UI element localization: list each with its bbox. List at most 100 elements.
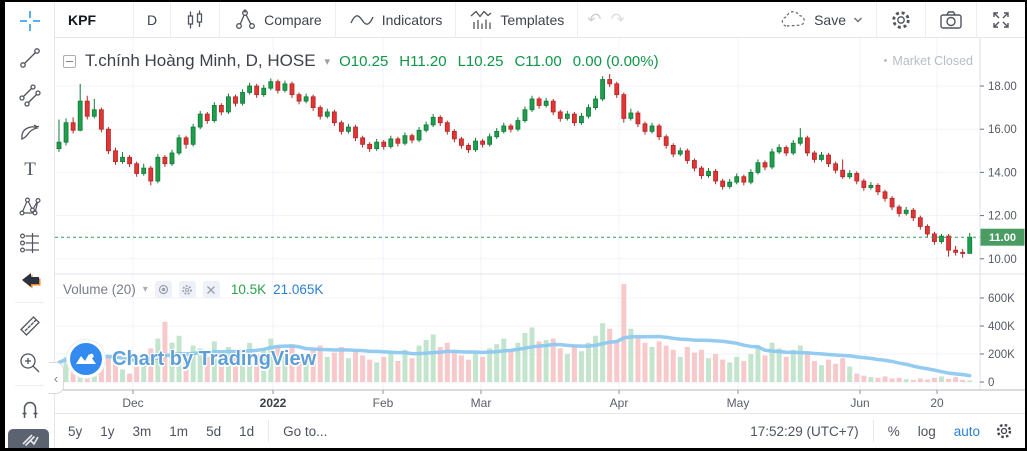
candlestick-style-icon — [184, 9, 206, 31]
price-tick-label: 16.00 — [988, 124, 1017, 136]
volume-settings-button[interactable] — [178, 281, 196, 298]
compare-icon — [233, 8, 257, 32]
volume-tick-label: 200K — [988, 349, 1015, 361]
ohlc-value: 0.00 (0.00%) — [572, 52, 659, 70]
settings-button[interactable] — [877, 2, 925, 38]
svg-text:T: T — [24, 159, 36, 180]
range-button-5y[interactable]: 5y — [68, 423, 83, 439]
legend-caret-icon[interactable]: ▾ — [324, 55, 331, 68]
time-tick-label[interactable]: Dec — [122, 396, 143, 410]
volume-legend: Volume (20) ▾ 10.5K 21.065K — [63, 281, 323, 298]
object-tree-back-button[interactable] — [5, 261, 55, 298]
volume-tick-label: 400K — [988, 321, 1015, 333]
cloud-save-icon — [779, 10, 807, 30]
time-tick-label[interactable]: May — [727, 396, 750, 410]
compare-button[interactable]: Compare — [220, 2, 335, 38]
symbol-search-button[interactable]: KPF — [55, 2, 133, 38]
chart-legend: T.chính Hoàng Minh, D, HOSE ▾ O10.25 H11.… — [63, 51, 659, 71]
toolbar-separator — [170, 2, 172, 38]
templates-icon — [469, 8, 493, 32]
chart-style-button[interactable] — [171, 2, 219, 38]
ohlc-value: H11.20 — [399, 52, 447, 70]
toolbar-separator — [925, 2, 926, 38]
log-scale-button[interactable]: log — [917, 423, 936, 439]
undo-icon: ↶ — [587, 9, 602, 29]
parallel-channel-tool-button[interactable] — [5, 76, 55, 113]
drawing-panel-toggle-button[interactable] — [8, 429, 49, 448]
price-tick-label: 10.00 — [988, 254, 1017, 266]
templates-button[interactable]: Templates — [456, 2, 577, 38]
range-button-1d[interactable]: 1d — [239, 423, 255, 439]
crosshair-tool-button[interactable] — [5, 2, 55, 39]
time-tick-label[interactable]: Mar — [471, 396, 492, 410]
screenshot-button[interactable] — [926, 2, 976, 38]
fullscreen-button[interactable] — [977, 2, 1025, 38]
xabcd-pattern-tool-button[interactable] — [5, 187, 55, 224]
price-tick-label: 14.00 — [988, 167, 1017, 179]
forecast-tool-button[interactable] — [5, 224, 55, 261]
legend-title[interactable]: T.chính Hoàng Minh, D, HOSE — [85, 51, 316, 70]
status-dot-icon: • — [883, 55, 888, 67]
toolbar-separator — [577, 2, 579, 38]
market-status-label: Market Closed — [892, 54, 973, 68]
toolbar-separator — [876, 2, 877, 38]
price-volume-chart[interactable]: 18.00 16.00 14.00 12.00 10.00 11.00 600K 400K 20… — [55, 38, 1025, 413]
tradingview-watermark[interactable]: Chart by TradingView — [67, 340, 316, 378]
market-status: • Market Closed — [884, 54, 973, 68]
magnet-tool-button[interactable] — [5, 390, 55, 427]
ohlc-value: L10.25 — [457, 52, 504, 70]
time-tick-label[interactable]: Jun — [850, 396, 869, 410]
price-tick-label: 18.00 — [988, 81, 1017, 93]
volume-remove-button[interactable] — [202, 281, 220, 298]
legend-collapse-icon[interactable] — [63, 54, 76, 68]
volume-tick-label: 600K — [988, 293, 1015, 305]
time-tick-label[interactable]: 2022 — [260, 396, 287, 410]
range-button-5d[interactable]: 5d — [206, 423, 222, 439]
zoom-in-tool-button[interactable] — [5, 344, 55, 381]
toolbar-separator — [455, 2, 457, 38]
volume-bars — [56, 284, 973, 382]
volume-visibility-button[interactable] — [154, 281, 172, 298]
toolbar-separator — [976, 2, 977, 38]
toolbar-divider — [15, 385, 44, 386]
volume-label[interactable]: Volume (20) — [63, 282, 136, 297]
time-tick-label[interactable]: Feb — [373, 396, 394, 410]
redo-button[interactable]: ↷ — [610, 2, 633, 38]
clock[interactable]: 17:52:29 (UTC+7) — [750, 423, 859, 439]
range-button-1m[interactable]: 1m — [169, 423, 189, 439]
toolbar-collapse-handle[interactable]: ‹ — [49, 362, 64, 394]
chart-area[interactable]: 18.00 16.00 14.00 12.00 10.00 11.00 600K 400K 20… — [55, 38, 1025, 413]
candles — [56, 74, 973, 258]
templates-label: Templates — [500, 11, 565, 28]
undo-button[interactable]: ↶ — [578, 2, 610, 38]
save-button[interactable]: Save — [766, 2, 876, 38]
auto-scale-button[interactable]: auto — [953, 423, 980, 439]
text-tool-button[interactable]: T — [5, 150, 55, 187]
price-tick-label: 12.00 — [988, 211, 1017, 223]
interval-label: D — [147, 11, 158, 28]
time-tick-label[interactable]: Apr — [610, 396, 629, 410]
watermark-text: Chart by TradingView — [112, 347, 317, 370]
trend-line-tool-button[interactable] — [5, 39, 55, 76]
percent-scale-button[interactable]: % — [887, 423, 900, 439]
gear-icon — [890, 9, 912, 31]
bottom-right-group: 17:52:29 (UTC+7) % log auto — [741, 420, 1025, 442]
chart-properties-button[interactable] — [989, 422, 1025, 440]
volume-caret-icon[interactable]: ▾ — [142, 284, 148, 295]
interval-button[interactable]: D — [134, 2, 170, 38]
indicators-button[interactable]: Indicators — [336, 2, 456, 38]
range-button-3m[interactable]: 3m — [132, 423, 152, 439]
goto-button[interactable]: Go to... — [283, 423, 328, 439]
brush-tool-button[interactable] — [5, 113, 55, 150]
toolbar-separator — [219, 2, 221, 38]
range-button-1y[interactable]: 1y — [100, 423, 115, 439]
symbol-label: KPF — [68, 11, 96, 28]
range-buttons: 5y 1y 3m 1m 5d 1d — [59, 424, 263, 439]
indicators-icon — [349, 11, 375, 29]
measure-tool-button[interactable] — [5, 307, 55, 344]
time-tick-label[interactable]: 20 — [930, 396, 944, 410]
camera-icon — [939, 9, 963, 31]
chevron-left-icon: ‹ — [53, 370, 59, 386]
bottom-toolbar: 5y 1y 3m 1m 5d 1d Go to... 17:52:29 (UTC+7) %… — [55, 413, 1025, 448]
